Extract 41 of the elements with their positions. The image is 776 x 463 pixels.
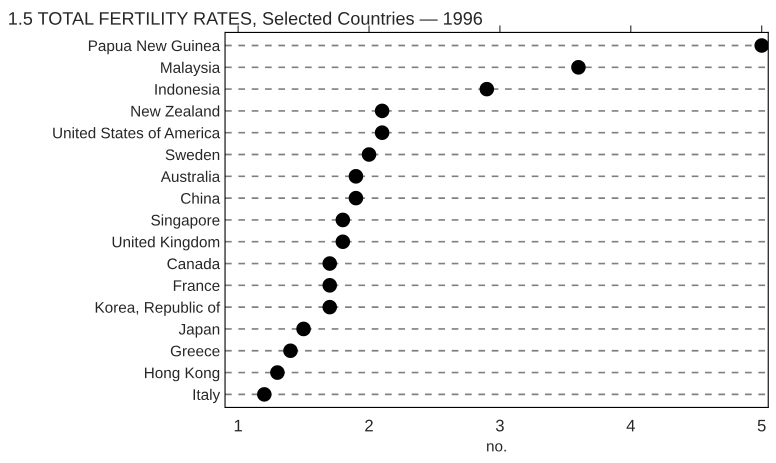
point	[322, 300, 338, 314]
point	[362, 147, 376, 162]
y-tick-label: Papua New Guinea	[88, 40, 220, 54]
y-tick-label: Hong Kong	[144, 368, 220, 382]
point	[270, 365, 285, 380]
y-tick-label: France	[174, 280, 220, 292]
point	[322, 278, 338, 293]
x-axis-title: no.	[487, 443, 506, 452]
y-tick-label: New Zealand	[131, 105, 220, 117]
y-tick-label: China	[181, 192, 220, 204]
x-tick-label: 5	[758, 420, 766, 432]
y-tick-label: Greece	[170, 346, 220, 356]
y-tick-label: Singapore	[151, 214, 220, 229]
point	[336, 212, 350, 228]
point	[348, 190, 364, 206]
y-tick-label: United States of America	[53, 127, 220, 138]
point	[322, 256, 338, 271]
chart-title: 1.5 TOTAL FERTILITY RATES, Selected Countries — 1996	[9, 12, 482, 27]
y-tick-label: Malaysia	[161, 62, 220, 76]
x-tick-label: 1	[234, 420, 242, 432]
x-tick-label: 2	[365, 420, 373, 432]
y-tick-label: Australia	[160, 170, 220, 182]
point	[480, 82, 494, 96]
y-tick-label: Japan	[178, 324, 220, 338]
point	[296, 322, 311, 336]
point	[571, 60, 586, 75]
y-tick-label: Italy	[194, 388, 220, 404]
point	[754, 38, 768, 53]
point	[257, 387, 272, 402]
x-tick-label: 4	[626, 420, 635, 432]
y-tick-label: Korea, Republic of	[96, 302, 220, 316]
point	[374, 125, 390, 140]
y-tick-label: United Kingdom	[112, 236, 220, 250]
point	[336, 234, 350, 250]
y-tick-label: Sweden	[166, 148, 220, 160]
y-tick-label: Indonesia	[155, 84, 220, 95]
point	[283, 343, 298, 358]
point	[374, 104, 390, 118]
point	[348, 169, 364, 184]
y-tick-label: Canada	[167, 258, 220, 270]
x-tick-label: 3	[496, 420, 504, 432]
